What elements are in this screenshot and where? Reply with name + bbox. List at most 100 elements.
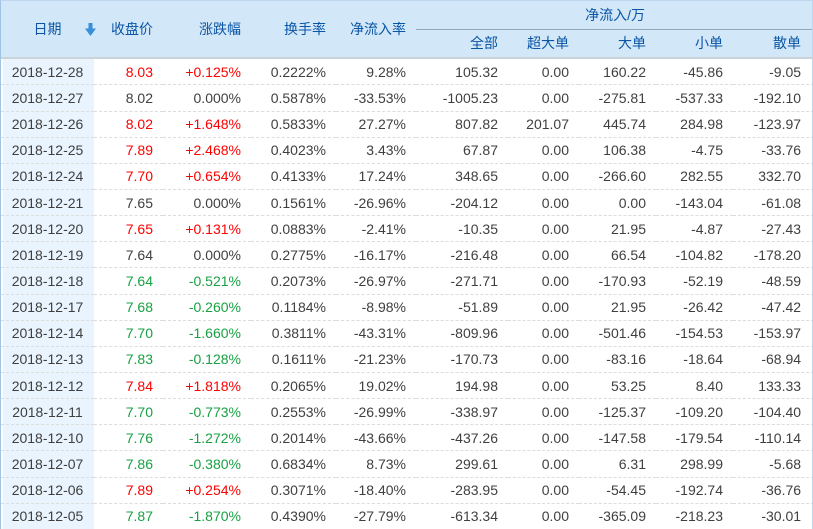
change-percent-cell: 0.000% <box>163 189 251 217</box>
inflow-small-cell: -192.74 <box>656 477 733 504</box>
table-row: 2018-12-11 7.70 -0.773% 0.2553% -26.99% -338.… <box>1 398 812 426</box>
net-inflow-rate-cell: 9.28% <box>336 58 416 86</box>
inflow-large-cell: 6.31 <box>579 450 656 478</box>
inflow-scattered-cell: -36.76 <box>733 477 812 504</box>
change-percent-cell: -1.870% <box>163 503 251 529</box>
change-percent-cell: 0.000% <box>163 84 251 112</box>
inflow-scattered-cell: -33.76 <box>733 137 812 164</box>
inflow-all-cell: -10.35 <box>416 215 508 243</box>
date-cell: 2018-12-14 <box>1 320 94 347</box>
turnover-rate-cell: 0.2014% <box>251 424 336 452</box>
change-percent-cell: 0.000% <box>163 241 251 269</box>
inflow-scattered-cell: -192.10 <box>733 84 812 112</box>
table-row: 2018-12-06 7.89 +0.254% 0.3071% -18.40% -283.… <box>1 477 812 504</box>
table-row: 2018-12-14 7.70 -1.660% 0.3811% -43.31% -809.… <box>1 320 812 347</box>
sort-desc-icon[interactable] <box>85 23 96 36</box>
inflow-scattered-cell: -153.97 <box>733 320 812 347</box>
inflow-all-cell: -283.95 <box>416 477 508 504</box>
inflow-large-cell: 106.38 <box>579 137 656 164</box>
turnover-rate-cell: 0.1184% <box>251 294 336 321</box>
inflow-scattered-cell: 332.70 <box>733 163 812 190</box>
table-row: 2018-12-28 8.03 +0.125% 0.2222% 9.28% 105.32 0… <box>1 58 812 86</box>
change-percent-cell: +0.131% <box>163 215 251 243</box>
turnover-rate-cell: 0.1561% <box>251 189 336 217</box>
inflow-scattered-cell: 133.33 <box>733 372 812 400</box>
close-price-cell: 7.89 <box>94 137 163 164</box>
close-price-cell: 7.70 <box>94 398 163 426</box>
inflow-all-cell: 807.82 <box>416 111 508 138</box>
change-percent-cell: -0.128% <box>163 346 251 373</box>
table-row: 2018-12-17 7.68 -0.260% 0.1184% -8.98% -51.89… <box>1 294 812 321</box>
date-cell: 2018-12-25 <box>1 137 94 164</box>
inflow-large-cell: 445.74 <box>579 111 656 138</box>
close-price-cell: 8.03 <box>94 58 163 86</box>
column-header-inflow-all[interactable]: 全部 <box>416 29 508 59</box>
column-header-inflow-large[interactable]: 大单 <box>579 29 656 59</box>
inflow-scattered-cell: -48.59 <box>733 267 812 295</box>
inflow-small-cell: -537.33 <box>656 84 733 112</box>
inflow-super-large-cell: 0.00 <box>508 163 579 190</box>
change-percent-cell: -1.272% <box>163 424 251 452</box>
close-price-cell: 7.70 <box>94 163 163 190</box>
close-price-cell: 7.89 <box>94 477 163 504</box>
inflow-super-large-cell: 0.00 <box>508 84 579 112</box>
column-header-inflow-small[interactable]: 小单 <box>656 29 733 59</box>
close-price-cell: 7.64 <box>94 267 163 295</box>
turnover-rate-cell: 0.2222% <box>251 58 336 86</box>
column-header-date[interactable]: 日期 <box>1 1 96 59</box>
close-price-cell: 8.02 <box>94 84 163 112</box>
net-inflow-rate-cell: -43.31% <box>336 320 416 347</box>
date-cell: 2018-12-20 <box>1 215 94 243</box>
inflow-large-cell: -501.46 <box>579 320 656 347</box>
inflow-super-large-cell: 201.07 <box>508 111 579 138</box>
inflow-small-cell: -18.64 <box>656 346 733 373</box>
change-percent-cell: -0.380% <box>163 450 251 478</box>
column-header-inflow-scattered[interactable]: 散单 <box>733 29 812 59</box>
change-percent-cell: -0.260% <box>163 294 251 321</box>
turnover-rate-cell: 0.6834% <box>251 450 336 478</box>
column-header-inflow-super-large[interactable]: 超大单 <box>508 29 579 59</box>
date-cell: 2018-12-06 <box>1 477 94 504</box>
date-cell: 2018-12-05 <box>1 503 94 529</box>
inflow-scattered-cell: -27.43 <box>733 215 812 243</box>
net-inflow-rate-cell: 8.73% <box>336 450 416 478</box>
inflow-scattered-cell: -61.08 <box>733 189 812 217</box>
net-inflow-rate-cell: -21.23% <box>336 346 416 373</box>
turnover-rate-cell: 0.4133% <box>251 163 336 190</box>
table-row: 2018-12-10 7.76 -1.272% 0.2014% -43.66% -437.… <box>1 424 812 452</box>
table-row: 2018-12-19 7.64 0.000% 0.2775% -16.17% -216.4… <box>1 241 812 269</box>
column-header-turnover[interactable]: 换手率 <box>251 1 336 59</box>
inflow-large-cell: -83.16 <box>579 346 656 373</box>
inflow-small-cell: -26.42 <box>656 294 733 321</box>
inflow-all-cell: -204.12 <box>416 189 508 217</box>
inflow-all-cell: -271.71 <box>416 267 508 295</box>
inflow-small-cell: -4.75 <box>656 137 733 164</box>
date-cell: 2018-12-17 <box>1 294 94 321</box>
inflow-scattered-cell: -9.05 <box>733 58 812 86</box>
inflow-small-cell: -143.04 <box>656 189 733 217</box>
inflow-all-cell: 194.98 <box>416 372 508 400</box>
change-percent-cell: +0.654% <box>163 163 251 190</box>
close-price-cell: 7.64 <box>94 241 163 269</box>
change-percent-cell: +0.254% <box>163 477 251 504</box>
inflow-scattered-cell: -123.97 <box>733 111 812 138</box>
date-cell: 2018-12-18 <box>1 267 94 295</box>
turnover-rate-cell: 0.2073% <box>251 267 336 295</box>
column-header-change[interactable]: 涨跌幅 <box>163 1 251 59</box>
close-price-cell: 8.02 <box>94 111 163 138</box>
net-inflow-rate-cell: -8.98% <box>336 294 416 321</box>
table-row: 2018-12-12 7.84 +1.818% 0.2065% 19.02% 194.98… <box>1 372 812 400</box>
column-header-inflow-rate[interactable]: 净流入率 <box>336 1 416 59</box>
inflow-small-cell: -154.53 <box>656 320 733 347</box>
turnover-rate-cell: 0.2553% <box>251 398 336 426</box>
inflow-super-large-cell: 0.00 <box>508 503 579 529</box>
inflow-all-cell: 105.32 <box>416 58 508 86</box>
table-row: 2018-12-18 7.64 -0.521% 0.2073% -26.97% -271.… <box>1 267 812 295</box>
column-header-close[interactable]: 收盘价 <box>94 1 163 59</box>
table-row: 2018-12-13 7.83 -0.128% 0.1611% -21.23% -170.… <box>1 346 812 373</box>
close-price-cell: 7.83 <box>94 346 163 373</box>
inflow-small-cell: -104.82 <box>656 241 733 269</box>
turnover-rate-cell: 0.1611% <box>251 346 336 373</box>
net-inflow-rate-cell: -27.79% <box>336 503 416 529</box>
